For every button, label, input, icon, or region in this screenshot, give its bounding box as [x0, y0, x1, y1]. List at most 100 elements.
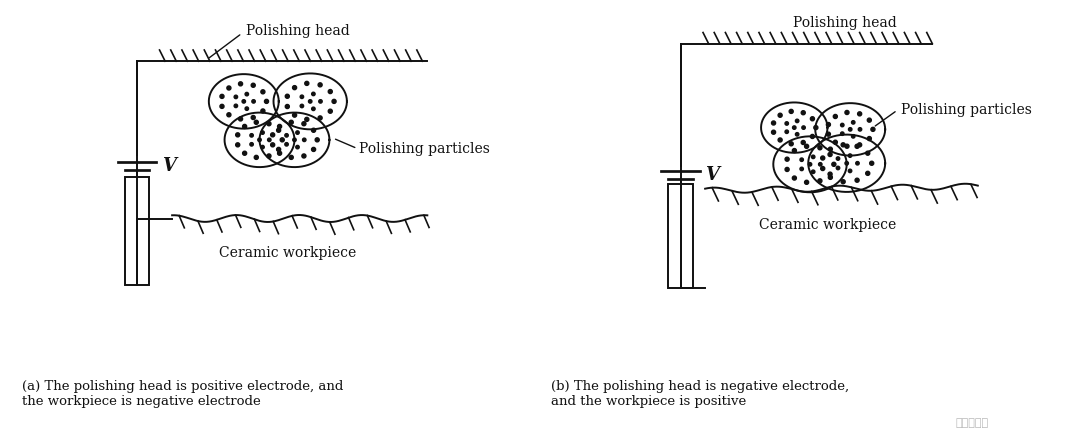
Bar — [669, 184, 693, 288]
Circle shape — [834, 140, 837, 144]
Circle shape — [818, 179, 822, 183]
Circle shape — [866, 151, 869, 155]
Circle shape — [840, 132, 843, 135]
Circle shape — [800, 167, 804, 170]
Circle shape — [296, 146, 299, 149]
Circle shape — [312, 107, 315, 111]
Circle shape — [805, 144, 809, 148]
Circle shape — [867, 118, 872, 122]
Text: Ceramic workpiece: Ceramic workpiece — [759, 218, 896, 232]
Circle shape — [276, 147, 281, 152]
Circle shape — [271, 143, 274, 147]
Text: (b) The polishing head is negative electrode,
and the workpiece is positive: (b) The polishing head is negative elect… — [551, 380, 849, 408]
Circle shape — [828, 147, 833, 151]
Circle shape — [789, 142, 793, 146]
Circle shape — [866, 171, 869, 175]
Circle shape — [771, 121, 775, 125]
Circle shape — [293, 113, 297, 117]
Circle shape — [260, 131, 265, 134]
Circle shape — [840, 123, 843, 127]
Circle shape — [785, 157, 789, 161]
Text: Polishing head: Polishing head — [793, 16, 896, 30]
Circle shape — [828, 175, 833, 179]
Circle shape — [239, 117, 243, 121]
Circle shape — [785, 130, 788, 133]
Circle shape — [300, 95, 303, 98]
Circle shape — [855, 178, 859, 182]
Circle shape — [826, 122, 831, 127]
Circle shape — [235, 143, 240, 147]
Circle shape — [293, 86, 297, 90]
Circle shape — [814, 125, 818, 130]
Circle shape — [302, 138, 306, 142]
Circle shape — [828, 153, 832, 156]
Circle shape — [785, 122, 788, 125]
Circle shape — [311, 128, 315, 132]
Circle shape — [249, 142, 254, 146]
Circle shape — [245, 92, 248, 96]
Circle shape — [778, 138, 782, 142]
Circle shape — [319, 116, 322, 120]
Circle shape — [271, 133, 274, 137]
Circle shape — [261, 90, 265, 94]
Circle shape — [848, 154, 852, 157]
Circle shape — [285, 104, 289, 108]
Circle shape — [793, 176, 796, 180]
Circle shape — [302, 154, 306, 158]
Circle shape — [305, 81, 309, 85]
Bar — [125, 177, 149, 285]
Circle shape — [795, 132, 799, 136]
Circle shape — [278, 125, 282, 128]
Circle shape — [312, 92, 315, 96]
Circle shape — [302, 121, 306, 126]
Circle shape — [845, 111, 849, 114]
Circle shape — [249, 134, 254, 137]
Circle shape — [851, 135, 855, 138]
Circle shape — [254, 120, 258, 124]
Circle shape — [305, 118, 309, 121]
Circle shape — [319, 100, 322, 103]
Circle shape — [289, 120, 294, 124]
Circle shape — [265, 99, 269, 104]
Circle shape — [319, 83, 322, 87]
Circle shape — [801, 126, 806, 129]
Circle shape — [280, 138, 284, 142]
Circle shape — [785, 167, 789, 171]
Circle shape — [285, 134, 288, 137]
Circle shape — [267, 121, 271, 126]
Text: Polishing particles: Polishing particles — [901, 103, 1031, 117]
Circle shape — [328, 90, 333, 94]
Circle shape — [227, 113, 231, 117]
Circle shape — [805, 180, 809, 184]
Circle shape — [276, 128, 281, 132]
Text: Polishing particles: Polishing particles — [360, 142, 490, 156]
Circle shape — [328, 109, 333, 113]
Circle shape — [778, 113, 782, 117]
Circle shape — [789, 109, 793, 114]
Circle shape — [315, 138, 320, 142]
Circle shape — [311, 147, 315, 152]
Circle shape — [811, 155, 815, 159]
Circle shape — [867, 136, 872, 141]
Circle shape — [220, 104, 224, 108]
Circle shape — [254, 156, 258, 160]
Circle shape — [795, 119, 799, 123]
Circle shape — [855, 144, 859, 148]
Circle shape — [849, 128, 852, 131]
Circle shape — [818, 146, 822, 150]
Circle shape — [851, 121, 855, 124]
Circle shape — [836, 166, 840, 170]
Circle shape — [293, 138, 296, 142]
Circle shape — [859, 128, 862, 131]
Circle shape — [252, 83, 255, 87]
Circle shape — [771, 130, 775, 134]
Circle shape — [819, 163, 822, 166]
Circle shape — [261, 109, 265, 113]
Circle shape — [234, 104, 238, 108]
Circle shape — [220, 94, 224, 98]
Circle shape — [810, 117, 814, 121]
Circle shape — [836, 157, 840, 160]
Circle shape — [267, 154, 271, 158]
Circle shape — [258, 138, 261, 142]
Circle shape — [242, 100, 245, 103]
